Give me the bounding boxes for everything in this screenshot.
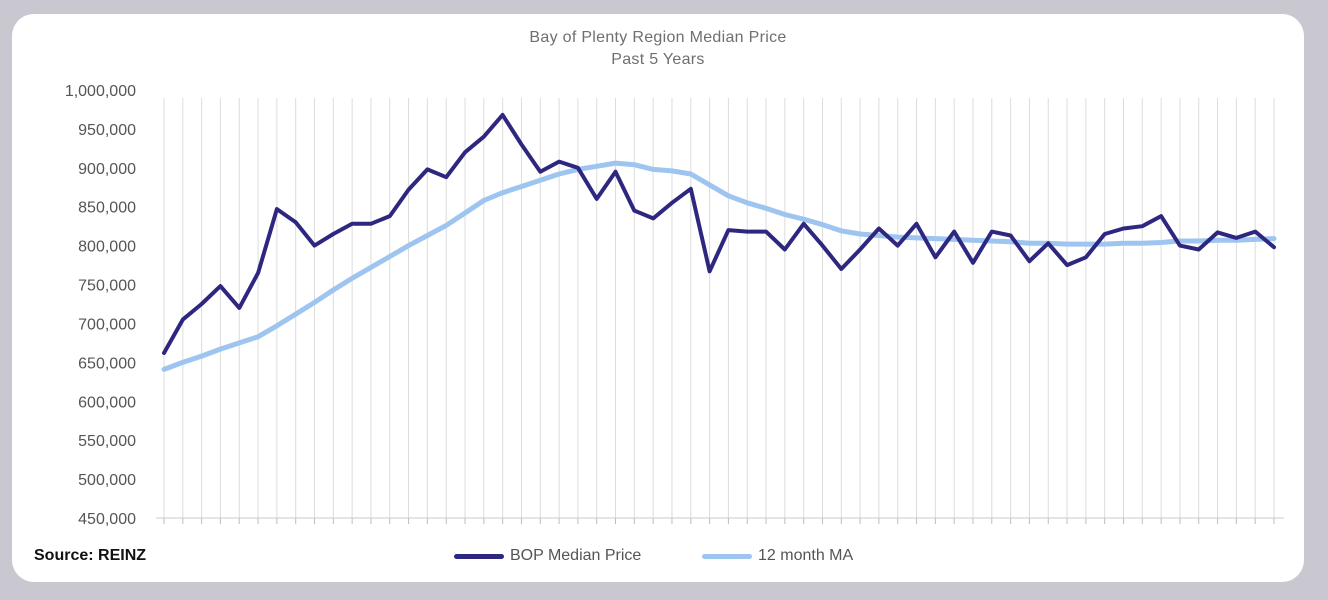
legend-item-ma: 12 month MA <box>702 547 853 565</box>
y-tick-label: 500,000 <box>78 472 136 489</box>
y-tick-label: 650,000 <box>78 355 136 372</box>
chart-subtitle: Past 5 Years <box>611 51 705 68</box>
series-line-12-month-ma <box>161 160 1277 372</box>
y-tick-label: 900,000 <box>78 161 136 178</box>
legend-swatch-ma <box>702 553 752 559</box>
y-tick-label: 750,000 <box>78 278 136 295</box>
chart-title: Bay of Plenty Region Median Price <box>529 29 787 46</box>
series-line-median-price <box>162 112 1276 355</box>
line-chart: 1,000,000 950,000 900,000 850,000 800,000 750… <box>65 83 1284 528</box>
legend-label-ma: 12 month MA <box>758 547 854 564</box>
y-tick-label: 700,000 <box>78 316 136 333</box>
legend-swatch-median <box>454 553 504 559</box>
y-tick-label: 950,000 <box>78 122 136 139</box>
source-note: Source: REINZ <box>34 547 147 564</box>
y-tick-label: 450,000 <box>78 511 136 528</box>
y-tick-label: 850,000 <box>78 200 136 217</box>
chart-card: Bay of Plenty Region Median Price Past 5… <box>12 14 1304 582</box>
legend-label-median: BOP Median Price <box>510 547 642 564</box>
y-tick-label: 1,000,000 <box>65 83 136 100</box>
y-tick-label: 800,000 <box>78 239 136 256</box>
legend-item-median: BOP Median Price <box>454 547 641 565</box>
y-tick-label: 600,000 <box>78 394 136 411</box>
y-tick-label: 550,000 <box>78 433 136 450</box>
